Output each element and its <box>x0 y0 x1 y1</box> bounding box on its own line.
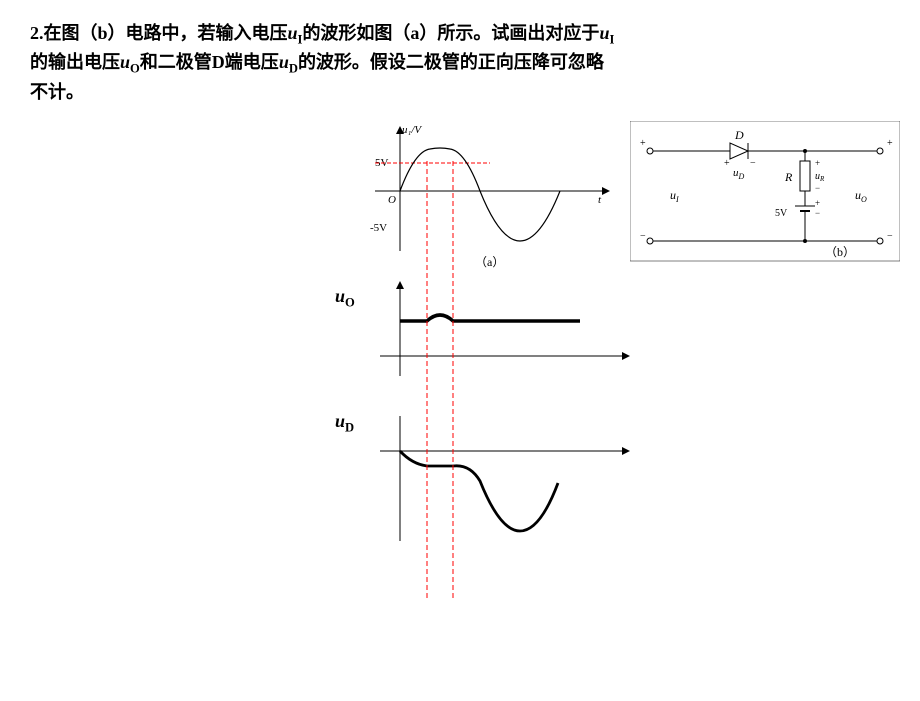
svg-text:+: + <box>815 198 820 208</box>
xaxis-label: t <box>598 194 602 206</box>
figures-area: 5V -5V O u₁/V t （a） D + − uD R + uR <box>30 121 890 701</box>
uo-axis-label: uO <box>335 286 355 311</box>
origin-label: O <box>388 194 396 206</box>
svg-text:+: + <box>815 158 820 168</box>
caption-b: （b） <box>825 245 855 259</box>
problem-statement: 2.在图（b）电路中，若输入电压uI的波形如图（a）所示。试画出对应于uI 的输… <box>30 20 890 106</box>
svg-text:−: − <box>815 183 820 193</box>
svg-text:+: + <box>887 138 893 149</box>
svg-text:uI: uI <box>670 188 679 204</box>
ud-axis-label: uD <box>335 411 354 436</box>
battery-label: 5V <box>775 208 788 219</box>
svg-text:uR: uR <box>815 171 825 183</box>
yaxis-label: u₁/V <box>402 124 422 136</box>
text-line1: 2.在图（b）电路中，若输入电压 <box>30 23 288 43</box>
svg-text:uO: uO <box>855 188 867 204</box>
svg-text:−: − <box>815 208 820 218</box>
svg-text:−: − <box>750 158 756 169</box>
svg-text:uD: uD <box>733 167 745 181</box>
diode-label: D <box>734 128 744 142</box>
R-label: R <box>784 170 793 184</box>
chart-input-waveform: 5V -5V O u₁/V t （a） <box>360 121 620 271</box>
caption-a: （a） <box>475 255 504 269</box>
chart-ud-waveform <box>360 411 640 551</box>
tick-neg5v: -5V <box>370 222 387 234</box>
svg-text:−: − <box>887 231 893 242</box>
svg-text:+: + <box>724 158 730 169</box>
chart-uo-waveform <box>360 281 640 391</box>
svg-text:−: − <box>640 231 646 242</box>
circuit-diagram: D + − uD R + uR − 5V + − + − + − uI uO <box>630 121 900 271</box>
svg-text:+: + <box>640 138 646 149</box>
